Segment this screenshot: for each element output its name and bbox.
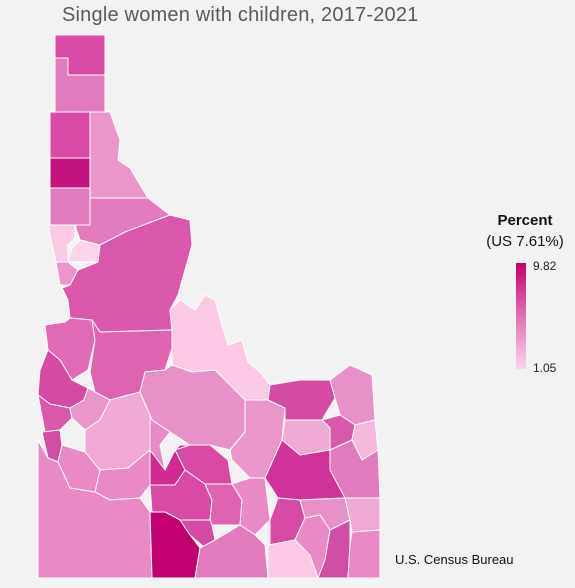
county-region[interactable] bbox=[344, 497, 381, 533]
county-region[interactable] bbox=[194, 524, 269, 579]
legend-color-scale bbox=[516, 263, 526, 369]
legend-subtitle: (US 7.61%) bbox=[486, 233, 564, 250]
county-region[interactable] bbox=[67, 239, 101, 263]
legend-title-text: Percent bbox=[497, 212, 553, 229]
county-region[interactable] bbox=[47, 224, 76, 263]
county-region[interactable] bbox=[347, 529, 381, 579]
county-region[interactable] bbox=[49, 111, 91, 159]
county-region[interactable] bbox=[61, 214, 193, 333]
map-title: Single women with children, 2017-2021 bbox=[62, 4, 419, 26]
county-region[interactable] bbox=[231, 477, 271, 536]
legend-title: Percent (US 7.61%) bbox=[480, 210, 570, 252]
source-credit: U.S. Census Bureau bbox=[395, 552, 514, 567]
county-region[interactable] bbox=[37, 439, 153, 579]
county-region[interactable] bbox=[149, 511, 201, 579]
county-region[interactable] bbox=[89, 111, 149, 199]
legend-max-label: 9.82 bbox=[533, 259, 557, 273]
county-region[interactable] bbox=[49, 157, 91, 189]
county-region[interactable] bbox=[49, 187, 91, 226]
legend-min-label: 1.05 bbox=[533, 361, 557, 375]
